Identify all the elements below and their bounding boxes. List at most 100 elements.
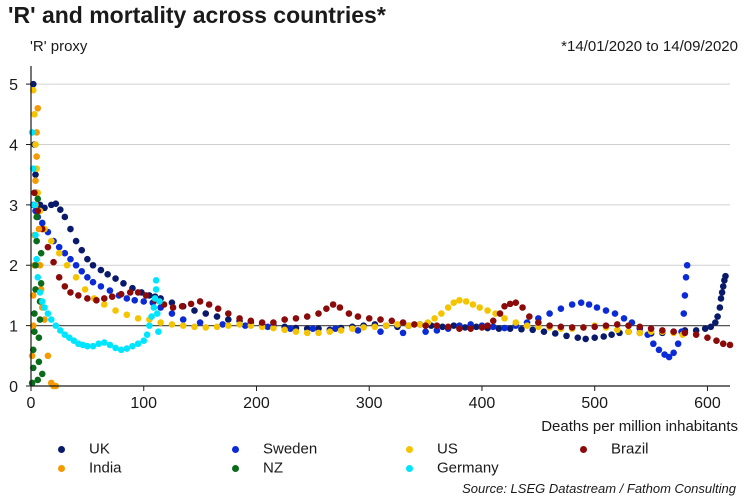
point-germany [152,277,160,284]
point-brazil [713,337,720,345]
point-nz [37,280,45,287]
point-us [444,304,452,311]
point-uk [506,325,514,332]
point-us [501,315,508,322]
point-nz [32,261,39,269]
point-brazil [580,324,587,331]
point-brazil [126,289,134,296]
legend-marker-uk [58,445,65,453]
point-us [636,329,644,337]
point-germany [117,346,125,354]
point-brazil [336,304,344,311]
point-us [394,321,401,328]
point-uk [52,200,60,207]
point-sweden [377,328,384,335]
point-brazil [55,274,63,281]
point-germany [95,340,102,348]
point-us [416,321,424,328]
point-us [326,328,334,335]
point-uk [61,213,69,221]
x-tick-label: 300 [356,395,383,412]
point-uk [224,316,232,323]
legend-label-india: India [89,459,122,477]
legend-label-brazil: Brazil [611,440,649,458]
point-nz [28,379,36,387]
point-sweden [89,278,97,286]
point-sweden [593,304,601,311]
point-uk [72,237,80,245]
point-brazil [258,319,266,326]
point-us [371,323,379,331]
point-us [523,322,531,329]
point-us [469,301,477,308]
y-tick-labels: 0 1 2 3 4 5 [9,77,18,396]
point-uk [574,334,582,341]
point-india [36,261,44,269]
x-tick-label: 200 [243,395,270,412]
point-germany [143,331,151,338]
legend-label-nz: NZ [263,459,283,477]
point-uk [439,323,446,331]
point-brazil [496,310,504,317]
point-uk [32,171,39,178]
point-brazil [719,340,727,348]
point-brazil [205,301,213,308]
point-uk [707,323,715,331]
point-brazil [303,313,311,320]
point-germany [150,304,158,311]
point-sweden [674,340,682,348]
point-sweden [433,327,441,334]
point-us [32,141,39,148]
point-brazil [501,303,508,310]
series-brazil [31,189,734,349]
point-uk [551,330,559,337]
point-sweden [602,307,610,314]
point-sweden [489,323,497,331]
legend: UK Sweden US Brazil India NZ Germany [0,438,750,478]
point-germany [140,337,148,345]
point-us [112,307,119,314]
gridlines [31,83,730,327]
point-uk [213,313,221,320]
point-brazil [519,304,526,311]
point-nz [36,316,44,323]
point-brazil [467,325,474,332]
point-germany [148,313,155,320]
point-us [191,323,198,331]
point-uk [518,325,525,333]
point-brazil [659,327,666,334]
point-germany [44,310,52,317]
point-us [55,249,63,257]
point-brazil [568,324,576,331]
point-uk [461,324,469,331]
point-germany [100,339,108,346]
point-brazil [247,317,255,325]
point-uk [473,323,480,331]
point-brazil [399,319,407,326]
point-germany [41,304,48,311]
point-us [281,326,288,334]
point-india [35,225,43,233]
point-brazil [546,322,553,329]
point-germany [31,201,38,209]
point-brazil [512,299,520,306]
point-nz [34,376,42,384]
point-sweden [546,310,553,317]
point-uk [120,280,127,287]
point-brazil [169,304,177,311]
point-brazil [636,323,644,331]
point-brazil [433,322,441,329]
source-note: Source: LSEG Datastream / Fathom Consult… [462,481,736,496]
point-sweden [650,340,657,348]
point-germany [146,322,153,329]
point-sweden [665,353,673,361]
point-sweden [264,323,272,331]
point-nz [38,370,46,378]
point-uk [716,304,724,311]
x-axis-label: Deaths per million inhabitants [541,418,738,435]
point-nz [31,328,38,335]
point-sweden [38,219,46,227]
point-us [484,307,491,314]
point-sweden [422,328,429,335]
point-sweden [611,310,619,317]
